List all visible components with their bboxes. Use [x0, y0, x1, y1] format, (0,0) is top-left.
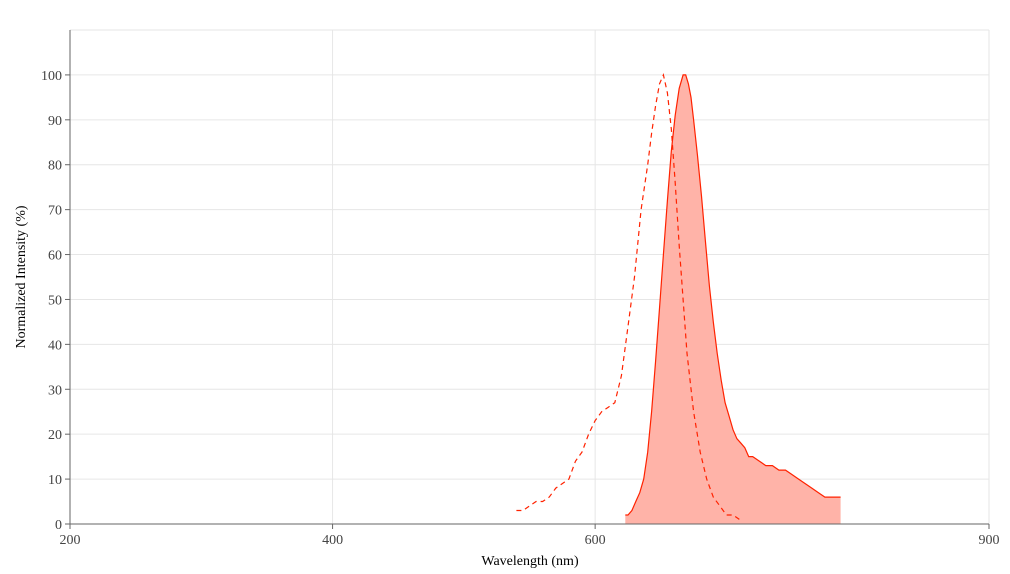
- y-tick-label: 20: [48, 428, 62, 443]
- y-tick-label: 70: [48, 204, 62, 219]
- tick-labels: 0 10 20 30 40 50 60 70 80 90 100 200 400 600 900: [41, 69, 1000, 548]
- axes: [69, 30, 989, 525]
- y-tick-label: 30: [48, 383, 62, 398]
- x-tick-label: 900: [979, 533, 1000, 548]
- y-tick-label: 0: [55, 518, 62, 533]
- grid-lines: [65, 29, 990, 529]
- series-layer: [516, 72, 841, 525]
- y-tick-label: 80: [48, 159, 62, 174]
- x-tick-label: 600: [585, 533, 606, 548]
- y-axis-title: Normalized Intensity (%): [14, 205, 29, 348]
- x-axis-title: Wavelength (nm): [481, 554, 579, 569]
- emission-area: [625, 74, 841, 525]
- y-tick-label: 100: [41, 69, 62, 84]
- y-tick-label: 60: [48, 249, 62, 264]
- emission-line: [625, 74, 841, 516]
- x-tick-label: 200: [60, 533, 81, 548]
- y-tick-label: 50: [48, 293, 62, 308]
- y-tick-label: 40: [48, 338, 62, 353]
- y-tick-label: 10: [48, 473, 62, 488]
- x-tick-label: 400: [322, 533, 343, 548]
- y-tick-label: 90: [48, 114, 62, 129]
